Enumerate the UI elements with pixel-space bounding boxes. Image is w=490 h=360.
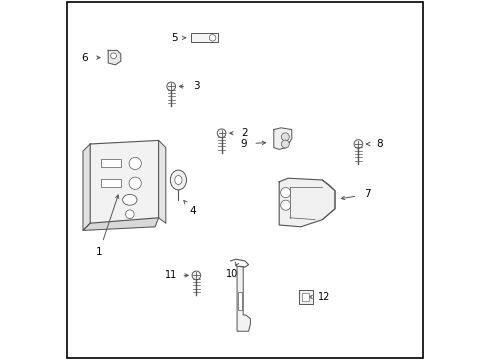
Circle shape	[167, 82, 175, 91]
Circle shape	[281, 188, 291, 198]
Bar	[302, 293, 309, 301]
Polygon shape	[83, 218, 159, 230]
Text: 2: 2	[242, 128, 248, 138]
Text: 6: 6	[81, 53, 88, 63]
Text: 7: 7	[364, 189, 371, 199]
Circle shape	[125, 210, 134, 219]
Text: 10: 10	[226, 269, 239, 279]
Text: 9: 9	[240, 139, 246, 149]
Circle shape	[354, 140, 363, 148]
Polygon shape	[159, 140, 166, 223]
Ellipse shape	[171, 170, 187, 190]
Text: 12: 12	[318, 292, 330, 302]
Text: 8: 8	[377, 139, 383, 149]
Circle shape	[192, 271, 201, 280]
Circle shape	[129, 157, 141, 170]
Ellipse shape	[122, 194, 137, 205]
Circle shape	[281, 140, 289, 148]
Polygon shape	[237, 266, 250, 331]
Bar	[299, 290, 313, 304]
Polygon shape	[274, 128, 292, 149]
Circle shape	[281, 200, 291, 210]
Circle shape	[217, 129, 226, 138]
Circle shape	[129, 177, 141, 189]
Text: 11: 11	[165, 270, 177, 280]
Text: 5: 5	[172, 33, 178, 43]
Polygon shape	[90, 140, 159, 223]
Circle shape	[111, 53, 117, 59]
Circle shape	[281, 133, 289, 141]
Bar	[101, 159, 121, 167]
Bar	[238, 292, 242, 310]
Polygon shape	[279, 178, 335, 227]
Polygon shape	[108, 50, 121, 65]
Polygon shape	[83, 144, 90, 230]
Bar	[101, 179, 121, 187]
Circle shape	[209, 35, 216, 41]
Text: 1: 1	[96, 247, 102, 257]
Ellipse shape	[175, 176, 182, 185]
Text: 4: 4	[190, 206, 196, 216]
Bar	[191, 33, 218, 42]
Text: 3: 3	[193, 81, 200, 91]
